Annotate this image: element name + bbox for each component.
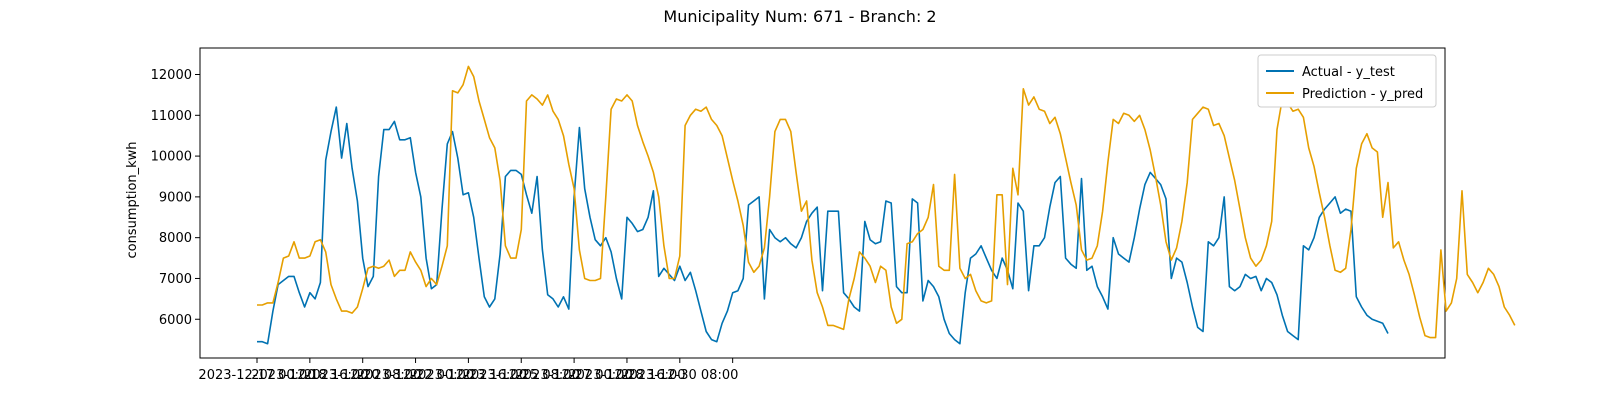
chart-title: Municipality Num: 671 - Branch: 2: [663, 7, 936, 26]
y-tick-label: 8000: [159, 231, 192, 246]
x-tick-label: 2023-12-18 16:00: [251, 368, 368, 383]
y-tick-label: 11000: [151, 109, 192, 124]
legend-box: [1257, 54, 1437, 108]
y-tick-label: 12000: [151, 68, 192, 83]
y-tick-label: 6000: [159, 313, 192, 328]
y-axis-ticks: 6000 7000 8000 9000 10000 11000 12000: [151, 68, 200, 328]
x-tick-label: 2023-12-27 00:00: [516, 368, 633, 383]
plot-area-frame: [199, 47, 1446, 359]
series-line-prediction: [257, 65, 1516, 339]
x-tick-label: 2023-12-28 16:00: [568, 368, 685, 383]
legend-entry-label: Actual - y_test: [1302, 65, 1395, 80]
legend-entry-label: Prediction - y_pred: [1302, 87, 1423, 102]
x-tick-label: 2023-12-20 08:00: [304, 368, 421, 383]
y-tick-label: 7000: [159, 272, 192, 287]
x-tick-label: 2023-12-23 16:00: [410, 368, 527, 383]
x-tick-label: 2023-12-22 00:00: [357, 368, 474, 383]
y-tick-label: 10000: [151, 150, 192, 165]
x-tick-label: 2023-12-25 08:00: [463, 368, 580, 383]
series-line-actual: [257, 106, 1389, 345]
series-layer: [257, 65, 1516, 345]
x-tick-label: 2023-12-17 00:00: [198, 368, 315, 383]
legend: Actual - y_test Prediction - y_pred: [1257, 54, 1437, 108]
x-tick-label: 2023-12-30 08:00: [621, 368, 738, 383]
y-tick-label: 9000: [159, 190, 192, 205]
y-axis-label: consumption_kwh: [125, 141, 140, 258]
